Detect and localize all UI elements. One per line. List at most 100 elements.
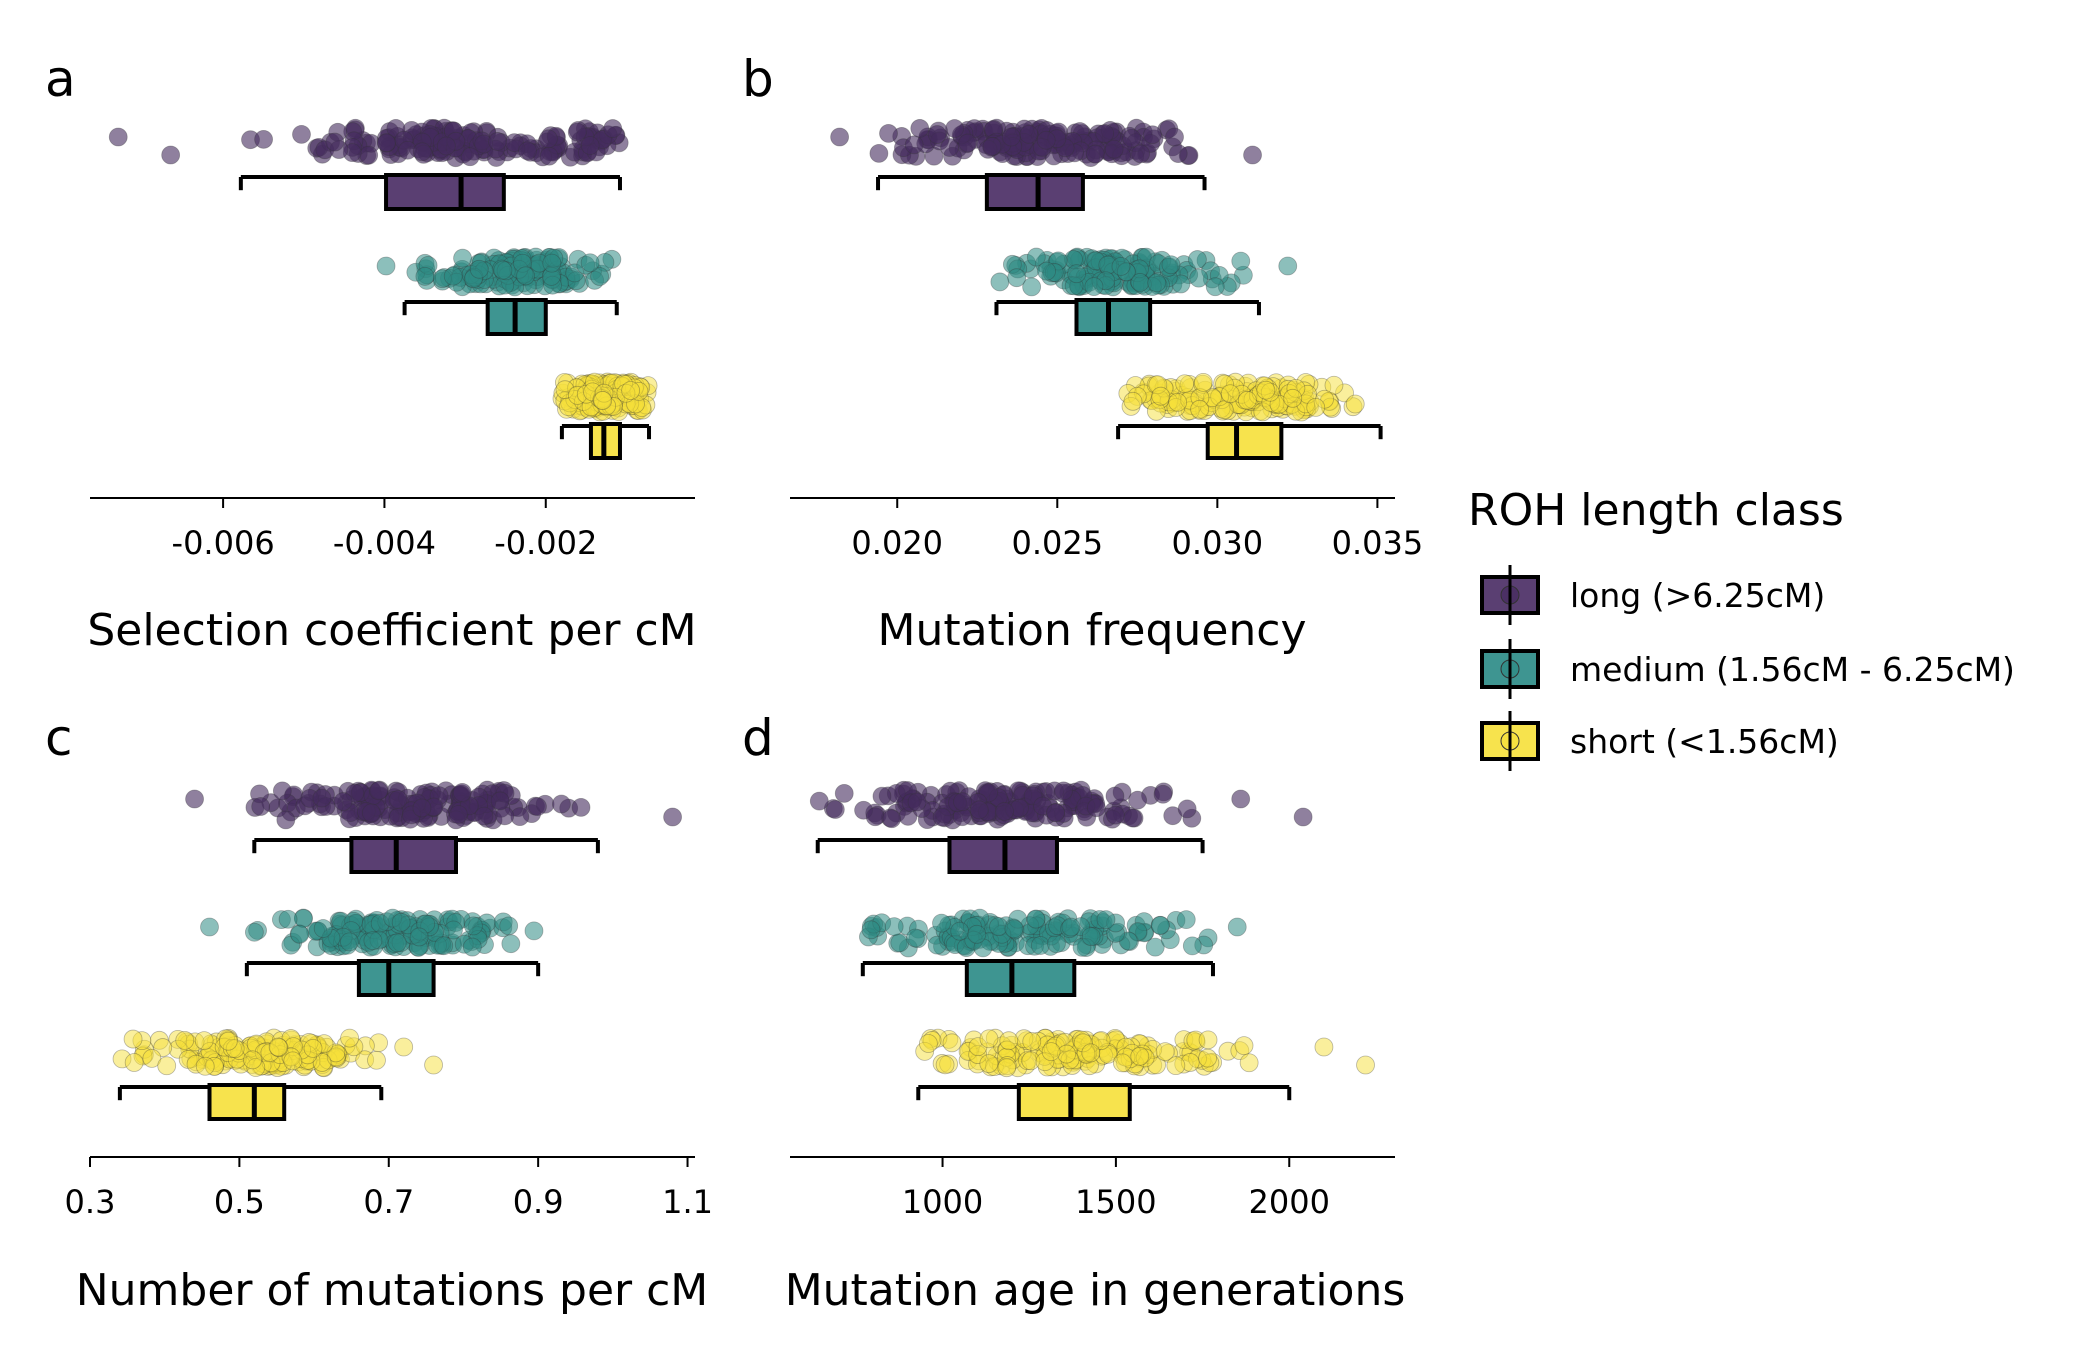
x-axis-title-a: Selection coefficient per cM [87,605,696,656]
data-point [387,933,407,953]
outlier-point [161,145,181,165]
data-point [1111,257,1131,276]
data-point [979,1054,999,1074]
box [349,836,458,874]
data-point [268,1037,288,1057]
data-point [869,144,889,163]
x-tick-label: -0.004 [333,524,436,562]
data-point [1037,261,1056,281]
points-medium [376,247,622,297]
data-point [935,1055,955,1075]
data-point [1105,786,1125,806]
panel-a: a -0.006 -0.004 -0.002 Selection coefficie… [45,50,697,656]
box [356,959,436,997]
data-point [932,913,951,933]
data-point [1046,803,1065,823]
data-point [488,132,507,151]
data-point [1193,372,1213,392]
data-point [524,921,544,941]
legend-keys [1480,565,1540,771]
data-point [490,791,510,811]
points-medium [200,908,544,957]
plot-area-c [112,780,682,1121]
outlier-point [376,256,396,276]
outlier-point [200,917,219,937]
data-point [276,810,296,830]
legend-key-short [1480,711,1540,771]
data-point [142,1048,162,1068]
x-ticks-c: 0.3 0.5 0.7 0.9 1.1 [65,1157,713,1221]
data-point [1086,798,1106,818]
x-tick-label: 0.020 [851,524,943,562]
data-point [1306,398,1326,417]
panel-letter-a: a [45,50,76,108]
data-point [834,783,854,803]
data-point [359,145,379,165]
data-point [1131,144,1151,164]
panel-d: d 1000 1500 2000 Mutation age in generatio… [742,709,1405,1316]
outlier-point [185,789,204,809]
data-point [1026,247,1046,267]
points-short [112,1028,443,1078]
data-point [312,788,332,808]
data-point [603,119,623,138]
data-point [516,266,536,286]
panel-c: c 0.3 0.5 0.7 0.9 1.1 Number of mutations pe… [45,709,713,1316]
data-point [412,798,432,818]
data-point [1198,1030,1218,1050]
data-point [1205,277,1225,297]
data-point [1054,781,1073,801]
outlier-point [830,127,850,147]
data-point [1283,388,1303,408]
data-point [1007,268,1027,288]
data-point [1165,127,1184,147]
data-point [995,802,1014,821]
legend-label-short: short (<1.56cM) [1570,722,1839,761]
x-tick-label: 0.5 [214,1183,265,1221]
x-axis-title-d: Mutation age in generations [785,1265,1406,1316]
data-point [1081,927,1101,946]
data-point [518,141,537,161]
panel-letter-d: d [742,709,774,767]
points-medium [859,908,1247,958]
data-point [367,1050,386,1070]
data-point [464,916,483,936]
data-point [244,922,264,942]
data-point [434,936,454,956]
data-point [1004,919,1024,939]
data-point [251,797,271,816]
data-point [340,1028,360,1048]
outlier-point [1243,145,1262,165]
data-point [1047,934,1066,954]
x-tick-label: 0.035 [1332,524,1424,562]
box [984,173,1085,211]
data-point [388,790,408,809]
data-point [218,1031,238,1051]
data-point [1190,399,1210,419]
data-point [290,924,310,944]
data-point [501,934,521,954]
data-point [906,928,925,948]
data-point [194,1031,214,1051]
data-point [1214,400,1234,420]
data-point [1095,124,1115,143]
x-ticks-b: 0.020 0.025 0.030 0.035 [851,498,1423,562]
outlier-point [108,127,128,147]
data-point [1168,392,1188,412]
data-point [1081,1043,1101,1063]
data-point [1130,273,1150,292]
data-point [292,124,311,144]
x-tick-label: 0.9 [513,1183,564,1221]
box [1016,1083,1132,1121]
data-point [1022,1032,1042,1051]
data-point [904,135,924,155]
data-point [969,800,989,820]
data-point [1345,394,1365,414]
data-point [1030,936,1050,955]
data-point [825,800,845,819]
legend-title: ROH length class [1468,485,1844,536]
data-point [123,1029,143,1049]
data-point [1198,1048,1218,1068]
data-point [361,803,381,823]
box [1074,298,1153,336]
